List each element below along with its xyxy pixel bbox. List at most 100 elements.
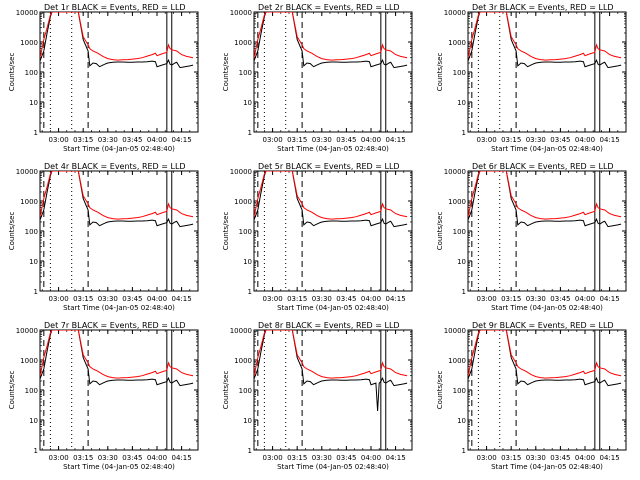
x-axis-label: Start Time (04-Jan-05 02:48:40) xyxy=(277,463,389,471)
x-tick-label: 03:15 xyxy=(73,454,93,462)
y-tick-label: 1 xyxy=(248,288,252,296)
panel-title: Det 1r BLACK = Events, RED = LLD xyxy=(44,3,186,12)
series-line-lld xyxy=(468,12,622,61)
y-tick-label: 1000 xyxy=(234,357,252,365)
detector-panel: Det 4r BLACK = Events, RED = LLD 1 10 100 10… xyxy=(8,162,199,312)
series-group xyxy=(40,12,194,69)
x-tick-label: 03:15 xyxy=(501,454,521,462)
series-group xyxy=(40,171,194,228)
panel-title: Det 5r BLACK = Events, RED = LLD xyxy=(258,162,400,171)
y-tick-label: 10 xyxy=(243,417,252,425)
panel-title: Det 2r BLACK = Events, RED = LLD xyxy=(258,3,400,12)
x-tick-label: 03:30 xyxy=(98,136,118,144)
x-tick-label: 04:00 xyxy=(575,454,595,462)
x-tick-label: 03:30 xyxy=(312,295,332,303)
y-tick-label: 1000 xyxy=(20,39,38,47)
x-tick-label: 04:00 xyxy=(147,136,167,144)
x-tick-label: 04:15 xyxy=(386,136,406,144)
y-tick-label: 1 xyxy=(34,288,38,296)
x-tick-label: 04:15 xyxy=(386,295,406,303)
y-tick-label: 10000 xyxy=(16,327,38,335)
y-tick-label: 1 xyxy=(248,447,252,455)
series-group xyxy=(468,171,622,228)
detector-panel: Det 2r BLACK = Events, RED = LLD 1 10 100 10… xyxy=(222,3,413,153)
y-axis-label: Counts/sec xyxy=(8,371,16,410)
series-group xyxy=(468,12,622,69)
y-tick-label: 100 xyxy=(25,228,38,236)
x-tick-label: 03:15 xyxy=(287,454,307,462)
x-tick-label: 03:15 xyxy=(287,295,307,303)
x-axis-label: Start Time (04-Jan-05 02:48:40) xyxy=(63,304,175,312)
x-tick-label: 03:00 xyxy=(48,136,68,144)
x-tick-label: 04:00 xyxy=(361,295,381,303)
detector-panel: Det 3r BLACK = Events, RED = LLD 1 10 100 10… xyxy=(436,3,627,153)
series-group xyxy=(254,171,408,228)
detector-panel: Det 8r BLACK = Events, RED = LLD 1 10 100 10… xyxy=(222,321,413,471)
x-tick-label: 04:15 xyxy=(600,136,620,144)
x-tick-label: 03:30 xyxy=(312,454,332,462)
y-axis-label: Counts/sec xyxy=(8,212,16,251)
y-tick-label: 10000 xyxy=(16,168,38,176)
x-tick-label: 04:00 xyxy=(361,454,381,462)
y-tick-label: 1 xyxy=(34,129,38,137)
x-tick-label: 04:00 xyxy=(575,295,595,303)
x-tick-label: 03:45 xyxy=(336,295,356,303)
detector-panel: Det 9r BLACK = Events, RED = LLD 1 10 100 10… xyxy=(436,321,627,471)
y-tick-label: 1000 xyxy=(20,198,38,206)
y-tick-label: 10000 xyxy=(230,9,252,17)
series-group xyxy=(254,12,408,69)
x-tick-label: 03:45 xyxy=(550,136,570,144)
series-line-lld xyxy=(40,12,194,61)
y-tick-label: 10 xyxy=(29,99,38,107)
detector-panel: Det 5r BLACK = Events, RED = LLD 1 10 100 10… xyxy=(222,162,413,312)
y-tick-label: 1 xyxy=(462,129,466,137)
y-tick-label: 100 xyxy=(239,387,252,395)
y-tick-label: 1 xyxy=(248,129,252,137)
x-tick-label: 04:00 xyxy=(147,454,167,462)
x-tick-label: 04:15 xyxy=(172,454,192,462)
y-tick-label: 1000 xyxy=(234,198,252,206)
series-group xyxy=(254,330,408,412)
x-axis-label: Start Time (04-Jan-05 02:48:40) xyxy=(277,145,389,153)
panel-title: Det 4r BLACK = Events, RED = LLD xyxy=(44,162,186,171)
y-tick-label: 100 xyxy=(239,69,252,77)
y-tick-label: 1000 xyxy=(234,39,252,47)
y-tick-label: 1 xyxy=(462,288,466,296)
y-axis-label: Counts/sec xyxy=(222,53,230,92)
y-tick-label: 100 xyxy=(453,228,466,236)
x-axis-label: Start Time (04-Jan-05 02:48:40) xyxy=(63,145,175,153)
y-tick-label: 100 xyxy=(25,69,38,77)
x-tick-label: 03:30 xyxy=(312,136,332,144)
x-tick-label: 03:00 xyxy=(476,295,496,303)
series-group xyxy=(40,330,194,387)
x-tick-label: 03:15 xyxy=(501,295,521,303)
x-tick-label: 04:15 xyxy=(172,136,192,144)
y-tick-label: 10000 xyxy=(444,168,466,176)
y-tick-label: 100 xyxy=(25,387,38,395)
x-tick-label: 04:00 xyxy=(147,295,167,303)
y-tick-label: 10 xyxy=(243,258,252,266)
x-tick-label: 03:30 xyxy=(98,454,118,462)
y-axis-label: Counts/sec xyxy=(436,371,444,410)
x-tick-label: 04:15 xyxy=(600,454,620,462)
x-tick-label: 03:00 xyxy=(476,136,496,144)
y-tick-label: 1000 xyxy=(448,39,466,47)
y-tick-label: 10000 xyxy=(230,168,252,176)
x-tick-label: 03:45 xyxy=(122,136,142,144)
series-line-lld xyxy=(254,330,408,379)
x-tick-label: 03:00 xyxy=(262,136,282,144)
y-tick-label: 10 xyxy=(457,417,466,425)
y-tick-label: 10 xyxy=(243,99,252,107)
y-tick-label: 10 xyxy=(457,258,466,266)
x-axis-label: Start Time (04-Jan-05 02:48:40) xyxy=(491,304,603,312)
x-tick-label: 03:00 xyxy=(48,295,68,303)
x-tick-label: 03:15 xyxy=(73,136,93,144)
x-tick-label: 03:00 xyxy=(262,295,282,303)
y-axis-label: Counts/sec xyxy=(222,212,230,251)
y-axis-label: Counts/sec xyxy=(436,212,444,251)
x-axis-label: Start Time (04-Jan-05 02:48:40) xyxy=(491,145,603,153)
x-tick-label: 03:45 xyxy=(122,454,142,462)
x-axis-label: Start Time (04-Jan-05 02:48:40) xyxy=(63,463,175,471)
